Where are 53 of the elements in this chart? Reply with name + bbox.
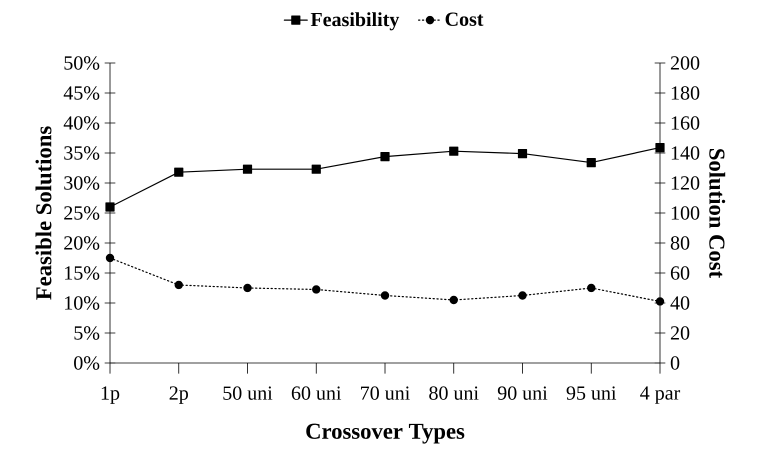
y2-tick-label: 80 [670,236,690,250]
point [518,291,527,300]
y2-tick-label: 180 [672,86,700,100]
y-tick-label: 35% [64,146,100,160]
point [242,164,252,174]
y-tick-label: 40% [64,116,100,130]
x-tick-label: 2p [170,386,188,404]
y2-tick-label: 60 [670,266,690,280]
point [105,202,115,212]
x-tick-label: 90 uni [498,386,548,400]
x-tick-label: 50 uni [223,386,272,400]
y2-tick-label: 40 [670,296,690,310]
y-tick-label: 30% [64,176,100,190]
x-tick-label: 4 par [640,386,680,404]
x-tick-label: 1p [102,386,120,404]
point [380,291,390,300]
point [449,146,458,156]
y-tick-label: 0% [74,356,100,370]
point [106,254,114,262]
point [312,164,321,174]
y2-tick-label: 140 [672,146,700,160]
y2-tick-label: 0 [670,356,680,370]
y-axis-title: Feasible Solutions [35,126,52,300]
legend-label: Cost [446,12,484,26]
x-tick-label: 80 uni [429,386,479,400]
y2-tick-label: 200 [670,56,700,70]
y-tick-label: 15% [65,266,100,280]
y-tick-label: 20% [64,236,100,250]
y2-axis-title: Solution Cost [709,149,726,278]
point [586,158,596,168]
x-tick-label: 95 uni [566,386,616,400]
point [656,297,664,306]
point [174,280,183,290]
point [174,168,184,177]
y-tick-label: 5% [74,326,100,340]
y2-tick-label: 20 [670,326,690,340]
y-tick-label: 10% [65,296,100,310]
point [380,152,390,162]
y2-tick-label: 120 [672,176,700,190]
point [450,296,458,304]
point [312,285,320,294]
y-tick-label: 50% [64,56,100,70]
y2-tick-label: 100 [672,206,700,220]
y-tick-label: 25% [64,206,100,220]
x-axis-title: Crossover Types [306,424,464,444]
legend-label: Feasibility [310,12,400,30]
point [243,284,252,292]
point [518,148,528,158]
y2-tick-label: 160 [672,116,700,130]
x-tick-label: 70 uni [361,386,410,400]
point [587,284,596,292]
y-tick-label: 45% [64,86,100,100]
x-tick-label: 60 uni [292,386,342,400]
